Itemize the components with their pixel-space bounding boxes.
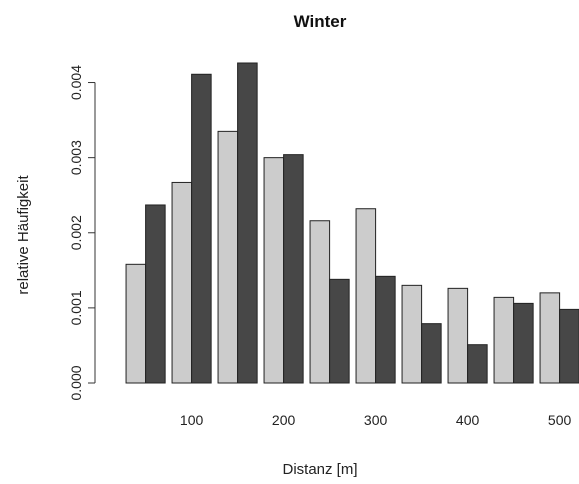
bar-s2-1 — [145, 204, 166, 384]
x-tick-label: 500 — [548, 412, 572, 428]
bar-s1-5 — [309, 220, 331, 384]
bar-s1-10 — [539, 292, 561, 384]
x-axis-label: Distanz [m] — [282, 461, 357, 478]
chart-title: Winter — [294, 12, 347, 31]
bar-s2-10 — [559, 308, 579, 384]
y-axis: 0.000 0.001 0.002 0.003 0.004 — [68, 65, 96, 401]
x-tick-label: 300 — [364, 412, 388, 428]
bar-s1-9 — [493, 296, 515, 384]
y-tick-label: 0.000 — [68, 365, 84, 400]
y-tick-label: 0.002 — [68, 215, 84, 250]
x-tick-label: 400 — [456, 412, 480, 428]
y-tick-label: 0.003 — [68, 140, 84, 175]
x-tick-label: 100 — [180, 412, 204, 428]
bar-s1-3 — [217, 130, 239, 384]
bar-s1-2 — [171, 181, 193, 384]
bar-s2-6 — [375, 275, 396, 384]
bar-s2-8 — [467, 344, 488, 384]
bar-s2-7 — [421, 323, 442, 384]
x-tick-label: 200 — [272, 412, 296, 428]
bar-s1-6 — [355, 208, 377, 384]
y-axis-label: relative Häufigkeit — [15, 175, 32, 295]
bar-s1-7 — [401, 284, 423, 384]
bar-s1-1 — [125, 263, 147, 384]
bar-s2-2 — [191, 73, 212, 384]
bar-s1-8 — [447, 287, 469, 384]
y-tick-label: 0.004 — [68, 65, 84, 100]
y-tick-label: 0.001 — [68, 290, 84, 325]
bar-s2-9 — [513, 302, 534, 384]
bar-s2-4 — [283, 154, 304, 384]
bar-s1-4 — [263, 157, 285, 384]
bar-s2-5 — [329, 278, 350, 384]
bars — [125, 62, 579, 384]
bar-s2-3 — [237, 62, 258, 384]
x-axis-ticks: 100 200 300 400 500 — [180, 412, 572, 428]
